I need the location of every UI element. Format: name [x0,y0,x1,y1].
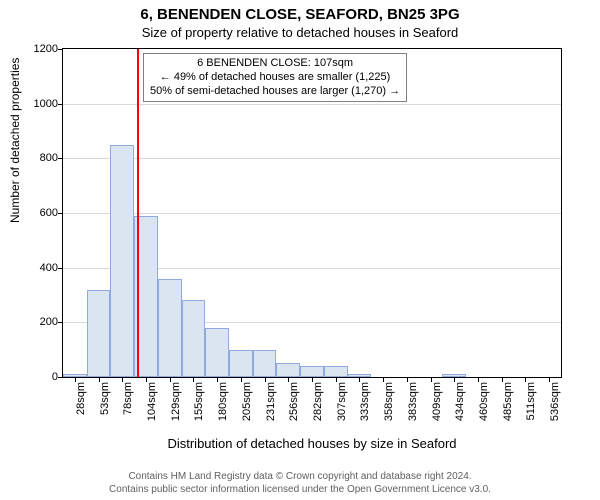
x-tick-label: 282sqm [312,382,324,442]
x-tick-label: 358sqm [383,382,395,442]
histogram-bar [87,290,111,377]
annotation-line-2: ← 49% of detached houses are smaller (1,… [150,71,400,85]
x-tick-label: 511sqm [525,382,537,442]
x-tick-label: 28sqm [75,382,87,442]
plot-area: 6 BENENDEN CLOSE: 107sqm ← 49% of detach… [62,48,562,378]
x-tick-label: 485sqm [502,382,514,442]
histogram-bar [158,279,182,377]
x-tick-label: 180sqm [217,382,229,442]
x-tick-label: 434sqm [454,382,466,442]
y-tick-label: 200 [18,316,58,328]
histogram-bar [324,366,348,377]
histogram-bar [300,366,324,377]
y-tick-label: 1200 [18,43,58,55]
x-tick-label: 536sqm [549,382,561,442]
y-tick-label: 0 [18,371,58,383]
y-tick-label: 800 [18,152,58,164]
y-tick-label: 1000 [18,98,58,110]
x-tick-label: 155sqm [193,382,205,442]
chart-container: 6, BENENDEN CLOSE, SEAFORD, BN25 3PG Siz… [0,0,600,500]
x-tick-label: 53sqm [99,382,111,442]
x-tick-label: 256sqm [288,382,300,442]
chart-subtitle: Size of property relative to detached ho… [0,23,600,40]
histogram-bar [276,363,300,377]
x-tick-label: 307sqm [336,382,348,442]
x-tick-label: 460sqm [478,382,490,442]
y-tick-label: 600 [18,207,58,219]
histogram-bar [442,374,466,377]
x-tick-label: 129sqm [170,382,182,442]
histogram-bar [229,350,253,377]
y-tick-label: 400 [18,262,58,274]
page-title: 6, BENENDEN CLOSE, SEAFORD, BN25 3PG [0,0,600,23]
x-tick-label: 231sqm [265,382,277,442]
x-axis-label: Distribution of detached houses by size … [62,436,562,451]
x-tick-label: 333sqm [359,382,371,442]
histogram-bar [253,350,277,377]
x-tick-label: 78sqm [122,382,134,442]
y-axis-label: Number of detached properties [8,58,22,223]
histogram-bar [205,328,229,377]
histogram-bar [110,145,134,377]
x-tick-label: 409sqm [431,382,443,442]
histogram-bar [182,300,206,377]
x-tick-label: 104sqm [146,382,158,442]
histogram-bar [63,374,87,377]
property-marker-line [137,49,139,377]
annotation-line-1: 6 BENENDEN CLOSE: 107sqm [150,57,400,71]
x-tick-label: 205sqm [241,382,253,442]
histogram-bar [348,374,372,377]
annotation-box: 6 BENENDEN CLOSE: 107sqm ← 49% of detach… [143,53,407,102]
footer-line-1: Contains HM Land Registry data © Crown c… [0,471,600,484]
annotation-line-3: 50% of semi-detached houses are larger (… [150,85,400,99]
x-tick-label: 383sqm [407,382,419,442]
footer-line-2: Contains public sector information licen… [0,484,600,497]
attribution-footer: Contains HM Land Registry data © Crown c… [0,471,600,496]
